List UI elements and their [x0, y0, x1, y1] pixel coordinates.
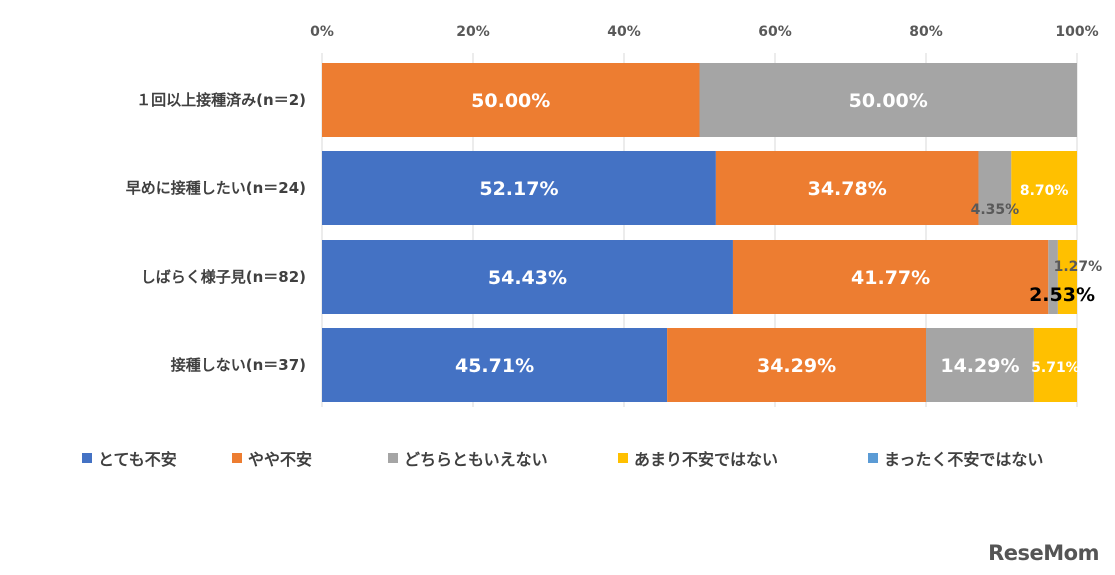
data-labels: 50.00% 50.00% 52.17% 34.78% 4.35%8.70% 54.43%… [455, 90, 1102, 377]
bar-segment [1011, 151, 1077, 225]
bar-segment [322, 63, 700, 137]
category-label: しばらく様子見(n＝82) [141, 268, 306, 286]
legend-item: どちらともいえない [388, 446, 618, 470]
x-tick-labels: 0% 20% 40% 60% 80% 100% [310, 24, 1099, 40]
data-label: 5.71% [1031, 360, 1080, 376]
data-label: 34.78% [808, 178, 887, 200]
bar-segment [1048, 240, 1058, 314]
legend-label: やや不安 [248, 450, 313, 469]
legend-label: まったく不安ではない [884, 450, 1044, 469]
bar-segment [1057, 240, 1077, 314]
bar-segment [732, 240, 1049, 314]
data-label: 34.29% [757, 355, 836, 377]
legend-swatch [82, 453, 92, 463]
legend-swatch [618, 453, 628, 463]
legend-item: とても不安 [82, 446, 232, 470]
bar-segment [926, 328, 1034, 402]
data-label: 50.00% [471, 90, 550, 112]
legend-item: まったく不安ではない [868, 446, 1068, 470]
data-label: 1.27% [1054, 259, 1103, 275]
data-label: 52.17% [479, 178, 558, 200]
legend-swatch [388, 453, 398, 463]
bar-segment [322, 151, 716, 225]
data-label: 45.71% [455, 355, 534, 377]
category-label: １回以上接種済み(n＝2) [136, 91, 306, 109]
legend-label: あまり不安ではない [634, 450, 779, 469]
data-label: 54.43% [488, 267, 567, 289]
data-label: 4.35% [971, 202, 1020, 218]
category-labels: １回以上接種済み(n＝2) 早めに接種したい(n＝24) しばらく様子見(n＝82)… [126, 91, 306, 374]
data-label: 2.53% [1029, 284, 1095, 306]
category-label: 早めに接種したい(n＝24) [126, 179, 306, 197]
watermark-logo: ReseMom [988, 541, 1099, 565]
bar-segment [322, 328, 668, 402]
data-label: 8.70% [1020, 183, 1069, 199]
bar-segment [699, 63, 1077, 137]
x-tick-label: 40% [607, 24, 641, 40]
legend-item: やや不安 [232, 446, 388, 470]
category-label: 接種しない(n＝37) [171, 356, 306, 374]
legend-swatch [232, 453, 242, 463]
bar-segment [1033, 328, 1077, 402]
x-tick-label: 0% [310, 24, 334, 40]
x-tick-label: 80% [909, 24, 943, 40]
x-tick-label: 100% [1055, 24, 1098, 40]
bar-segment [715, 151, 979, 225]
legend-label: どちらともいえない [404, 450, 548, 469]
legend-swatch [868, 453, 878, 463]
x-tick-label: 20% [456, 24, 490, 40]
bars [322, 63, 1077, 402]
bar-segment [978, 151, 1012, 225]
legend: とても不安 やや不安 どちらともいえない あまり不安ではない まったく不安ではない [82, 446, 1085, 470]
data-label: 41.77% [851, 267, 930, 289]
x-tick-label: 60% [758, 24, 792, 40]
legend-item: あまり不安ではない [618, 446, 868, 470]
bar-segment [667, 328, 926, 402]
data-label: 14.29% [940, 355, 1019, 377]
data-label: 50.00% [849, 90, 928, 112]
bar-segment [322, 240, 733, 314]
legend-label: とても不安 [98, 450, 177, 469]
